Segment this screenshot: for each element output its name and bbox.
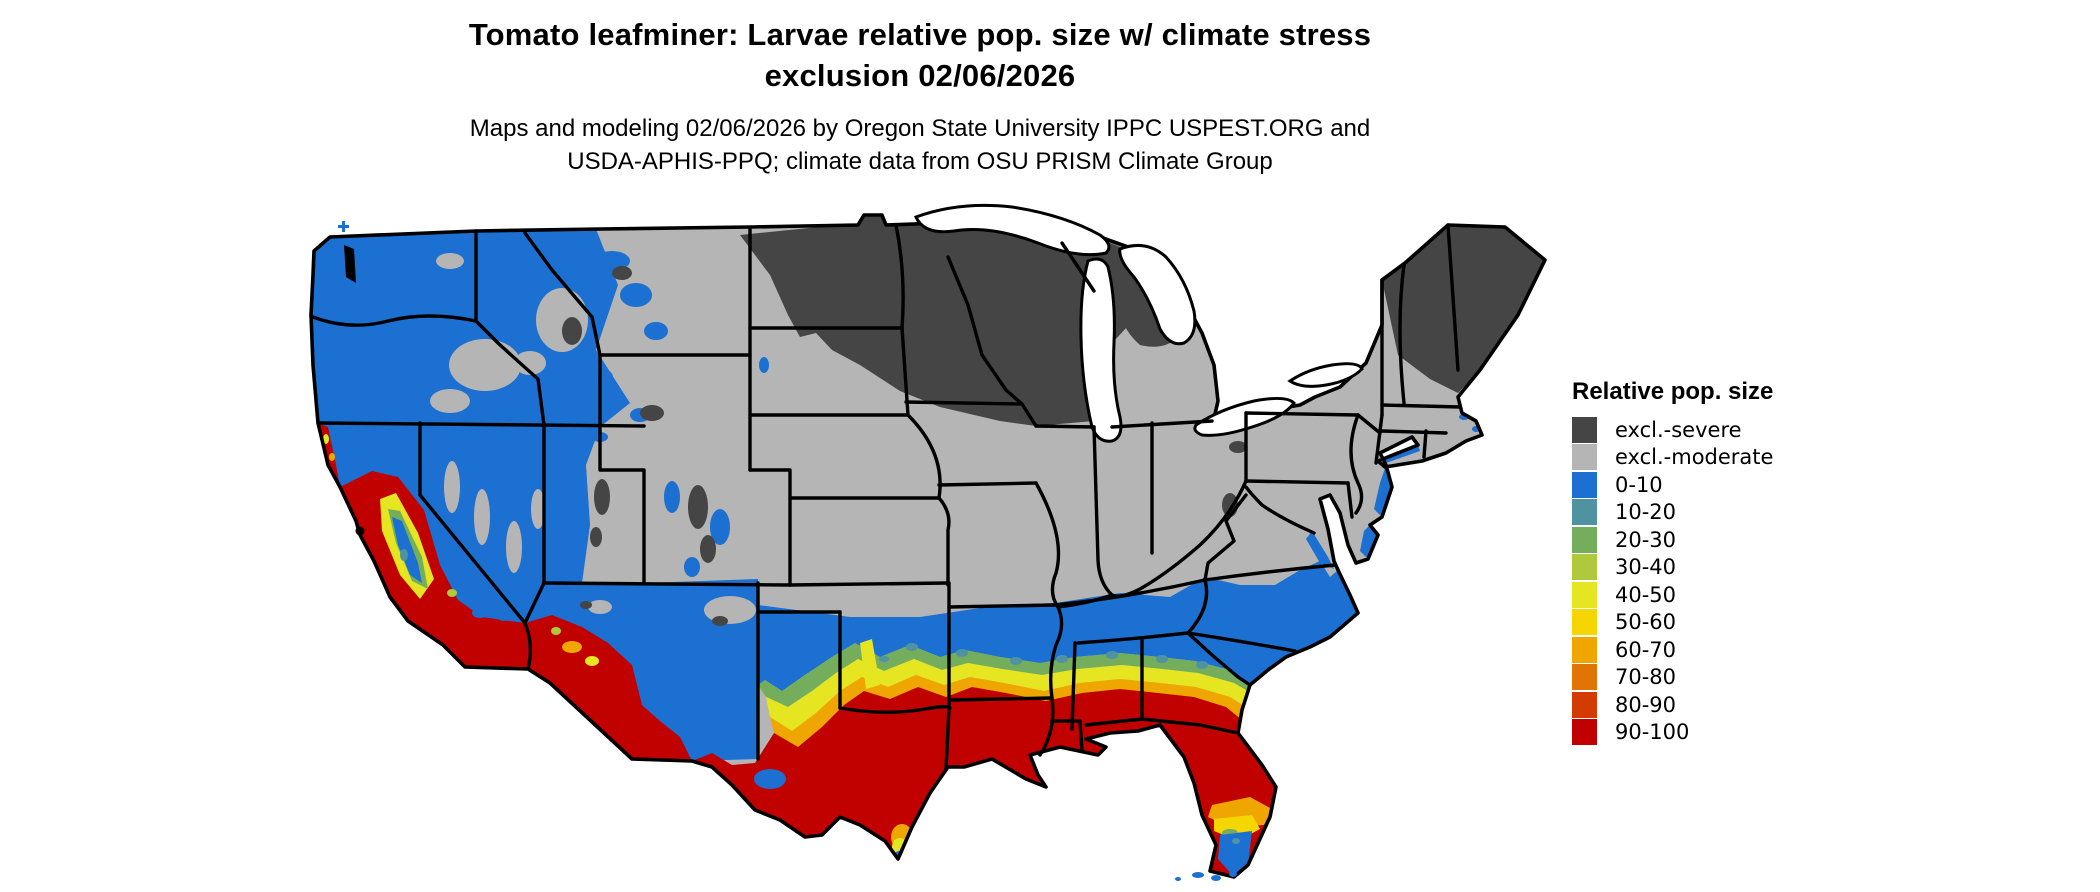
legend-label: excl.-severe	[1615, 417, 1742, 442]
legend-item: 10-20	[1572, 499, 1773, 527]
legend-label: 0-10	[1615, 472, 1663, 497]
legend-swatch	[1572, 719, 1597, 746]
map-extras	[338, 221, 1237, 881]
legend-label: 80-90	[1615, 692, 1677, 717]
legend-rows: excl.-severe excl.-moderate 0-10 10-20 20-30…	[1572, 416, 1773, 746]
map-title-line2: exclusion 02/06/2026	[764, 58, 1076, 93]
subtitle-block: Maps and modeling 02/06/2026 by Oregon S…	[170, 112, 1670, 178]
state-borders	[311, 223, 1462, 771]
legend-label: 90-100	[1615, 720, 1690, 745]
map-fill-layers	[311, 215, 1545, 877]
legend-swatch	[1572, 691, 1597, 718]
title-block: Tomato leafminer: Larvae relative pop. s…	[170, 14, 1670, 178]
map-plus-artifact	[338, 221, 349, 232]
legend-label: 60-70	[1615, 637, 1677, 662]
legend-label: 30-40	[1615, 555, 1677, 580]
legend-swatch	[1572, 609, 1597, 636]
legend-label: 50-60	[1615, 610, 1677, 635]
legend-swatch	[1572, 444, 1597, 471]
south-florida-transition	[1208, 797, 1272, 877]
texas-yellow-tongue	[860, 639, 880, 689]
lake-huron	[1118, 243, 1197, 346]
legend-label: 20-30	[1615, 527, 1677, 552]
legend-item: 30-40	[1572, 554, 1773, 582]
legend-label: 70-80	[1615, 665, 1677, 690]
legend-item: 80-90	[1572, 691, 1773, 719]
band-40-60	[766, 659, 1258, 731]
map-svg	[309, 203, 1547, 881]
lake-ontario	[1287, 362, 1364, 388]
legend-item: excl.-moderate	[1572, 444, 1773, 472]
legend-item: 60-70	[1572, 636, 1773, 664]
legend-item: 20-30	[1572, 526, 1773, 554]
legend-item: 0-10	[1572, 471, 1773, 499]
map-subtitle-line2: USDA-APHIS-PPQ; climate data from OSU PR…	[567, 148, 1273, 175]
legend-item: 70-80	[1572, 664, 1773, 692]
california-specks	[323, 434, 510, 621]
legend-swatch	[1572, 636, 1597, 663]
legend-item: 50-60	[1572, 609, 1773, 637]
west-texas-blue-pocket	[754, 769, 786, 789]
zone-severe-new-england	[1382, 225, 1545, 393]
west-gray-patches	[430, 253, 789, 778]
legend-label: 40-50	[1615, 582, 1677, 607]
puget-sound	[344, 245, 356, 283]
legend: Relative pop. size excl.-severe excl.-mod…	[1572, 378, 1773, 746]
legend-label: 10-20	[1615, 500, 1677, 525]
zone-south-90-100	[692, 687, 1276, 877]
legend-swatch	[1572, 471, 1597, 498]
zone-severe-north	[740, 215, 1150, 426]
us-choropleth-map	[300, 165, 1555, 890]
teal-specks	[400, 549, 1240, 844]
legend-swatch	[1572, 499, 1597, 526]
legend-item: 90-100	[1572, 719, 1773, 747]
legend-item: excl.-severe	[1572, 416, 1773, 444]
san-francisco-bay	[355, 526, 365, 536]
legend-swatch	[1572, 526, 1597, 553]
band-60-80	[770, 675, 1252, 747]
legend-item: 40-50	[1572, 581, 1773, 609]
central-valley-blue-core	[392, 517, 422, 583]
legend-swatch	[1572, 416, 1597, 443]
legend-label: excl.-moderate	[1615, 445, 1774, 470]
legend-swatch	[1572, 581, 1597, 608]
legend-swatch	[1572, 664, 1597, 691]
map-title-line1: Tomato leafminer: Larvae relative pop. s…	[468, 17, 1372, 52]
florida-keys	[1175, 871, 1237, 881]
legend-title: Relative pop. size	[1572, 378, 1774, 405]
legend-swatch	[1572, 554, 1597, 581]
arizona-specks	[551, 627, 599, 666]
lake-michigan	[1079, 257, 1123, 443]
map-subtitle-line1: Maps and modeling 02/06/2026 by Oregon S…	[469, 115, 1371, 142]
